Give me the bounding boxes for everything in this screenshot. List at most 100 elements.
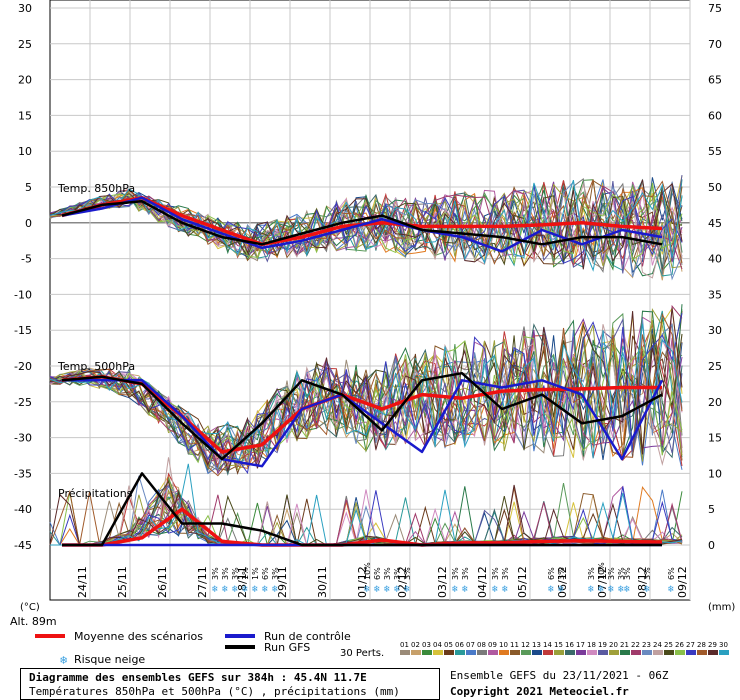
right-tick-label: 15 [708,432,722,445]
snow-pct: 3% [451,567,460,580]
snowflake-icon: ❄ [492,584,499,595]
member-swatch [433,650,443,655]
member-swatches: 01 02 03 04 05 06 07 08 09 10 11 12 13 14 15 16 17 18 19 20… [400,641,729,655]
snow-risk: 3%❄3%❄3%❄1%❄1%❄6%❄3%❄10%❄6%❄3%❄3%❄3%❄3%❄… [211,562,676,595]
series-2-t500 [61,371,663,461]
member-label: 07 [466,641,475,649]
member-label: 09 [488,641,497,649]
x-tick-label: 30/11 [316,566,329,598]
member-label: 27 [686,641,695,649]
x-tick-label: 27/11 [196,566,209,598]
snow-pct: 6% [547,567,556,580]
member-swatch [620,650,630,655]
snowflake-icon: ❄ [272,584,279,595]
series-1-t850 [61,196,663,253]
right-tick-label: 10 [708,467,722,480]
legend-perts-label: 30 Perts. [340,648,384,659]
left-tick-label: 10 [18,145,32,158]
member-26-t500 [49,336,683,464]
right-tick-label: 60 [708,109,722,122]
snowflake-icon: ❄ [222,584,229,595]
snowflake-icon: ❄ [374,584,381,595]
member-swatch [400,650,410,655]
member-label: 12 [521,641,530,649]
member-swatch [466,650,476,655]
snow-pct: 3% [461,567,470,580]
snowflake-icon: ❄ [212,584,219,595]
member-swatch [708,650,718,655]
snowflake-icon: ❄ [608,584,615,595]
snow-pct: 3% [587,567,596,580]
snowflake-icon: ❄ [242,584,249,595]
left-tick-label: 30 [18,2,32,15]
member-swatch [521,650,531,655]
member-swatch [411,650,421,655]
left-tick-label: -40 [14,503,32,516]
x-tick-label: 28/11 [236,566,249,598]
right-tick-label: 0 [708,539,715,552]
snow-pct: 3% [271,567,280,580]
member-label: 30 [719,641,728,649]
x-tick-label: 08/12 [636,566,649,598]
snowflake-icon: ❄ [462,584,469,595]
series-0-precip [62,507,663,547]
right-tick-label: 50 [708,181,722,194]
left-tick-label: 0 [25,217,32,230]
snow-pct: 3% [501,567,510,580]
snowflake-icon: ❄ [60,653,67,667]
member-swatch [719,650,729,655]
series-0-t500 [61,374,662,454]
x-tick-label: 01/12 [356,566,369,598]
altitude-label: Alt. 89m [10,615,57,628]
snowflake-icon: ❄ [624,584,631,595]
member-label: 04 [433,641,442,649]
member-label: 28 [697,641,706,649]
snowflake-icon: ❄ [644,584,651,595]
snowflake-icon: ❄ [618,584,625,595]
snowflake-icon: ❄ [252,584,259,595]
snow-pct: 3% [211,567,220,580]
snow-pct: 6% [373,567,382,580]
left-tick-label: 20 [18,74,32,87]
snowflake-icon: ❄ [598,584,605,595]
snow-pct: 3% [617,567,626,580]
member-label: 22 [631,641,640,649]
right-tick-label: 25 [708,360,722,373]
left-tick-label: -10 [14,288,32,301]
snow-pct: 10% [363,562,372,580]
copyright: Copyright 2021 Meteociel.fr [450,685,629,698]
left-tick-label: 25 [18,38,32,51]
member-label: 03 [422,641,431,649]
member-label: 14 [543,641,552,649]
member-15-t850 [49,190,683,262]
label-t500: Temp. 500hPa [57,360,135,373]
snow-pct: 3% [221,567,230,580]
member-swatch [499,650,509,655]
snowflake-icon: ❄ [452,584,459,595]
member-label: 21 [620,641,629,649]
member-label: 06 [455,641,464,649]
legend-control-label: Run de contrôle [264,630,351,643]
member-29-t500 [49,307,683,473]
member-label: 13 [532,641,541,649]
left-tick-label: -15 [14,324,32,337]
left-tick-label: -45 [14,539,32,552]
ensemble-members [49,175,683,547]
member-swatch [422,650,432,655]
right-tick-label: 35 [708,288,722,301]
snow-pct: 6% [667,567,676,580]
right-tick-label: 75 [708,2,722,15]
member-25-t500 [49,323,683,454]
snowflake-icon: ❄ [404,584,411,595]
member-28-t500 [49,312,683,477]
snow-pct: 6% [261,567,270,580]
member-swatch [631,650,641,655]
snow-pct: 3% [383,567,392,580]
member-swatch [510,650,520,655]
x-tick-label: 29/11 [276,566,289,598]
snowflake-icon: ❄ [262,584,269,595]
snow-pct: 3% [643,567,652,580]
member-swatch [675,650,685,655]
